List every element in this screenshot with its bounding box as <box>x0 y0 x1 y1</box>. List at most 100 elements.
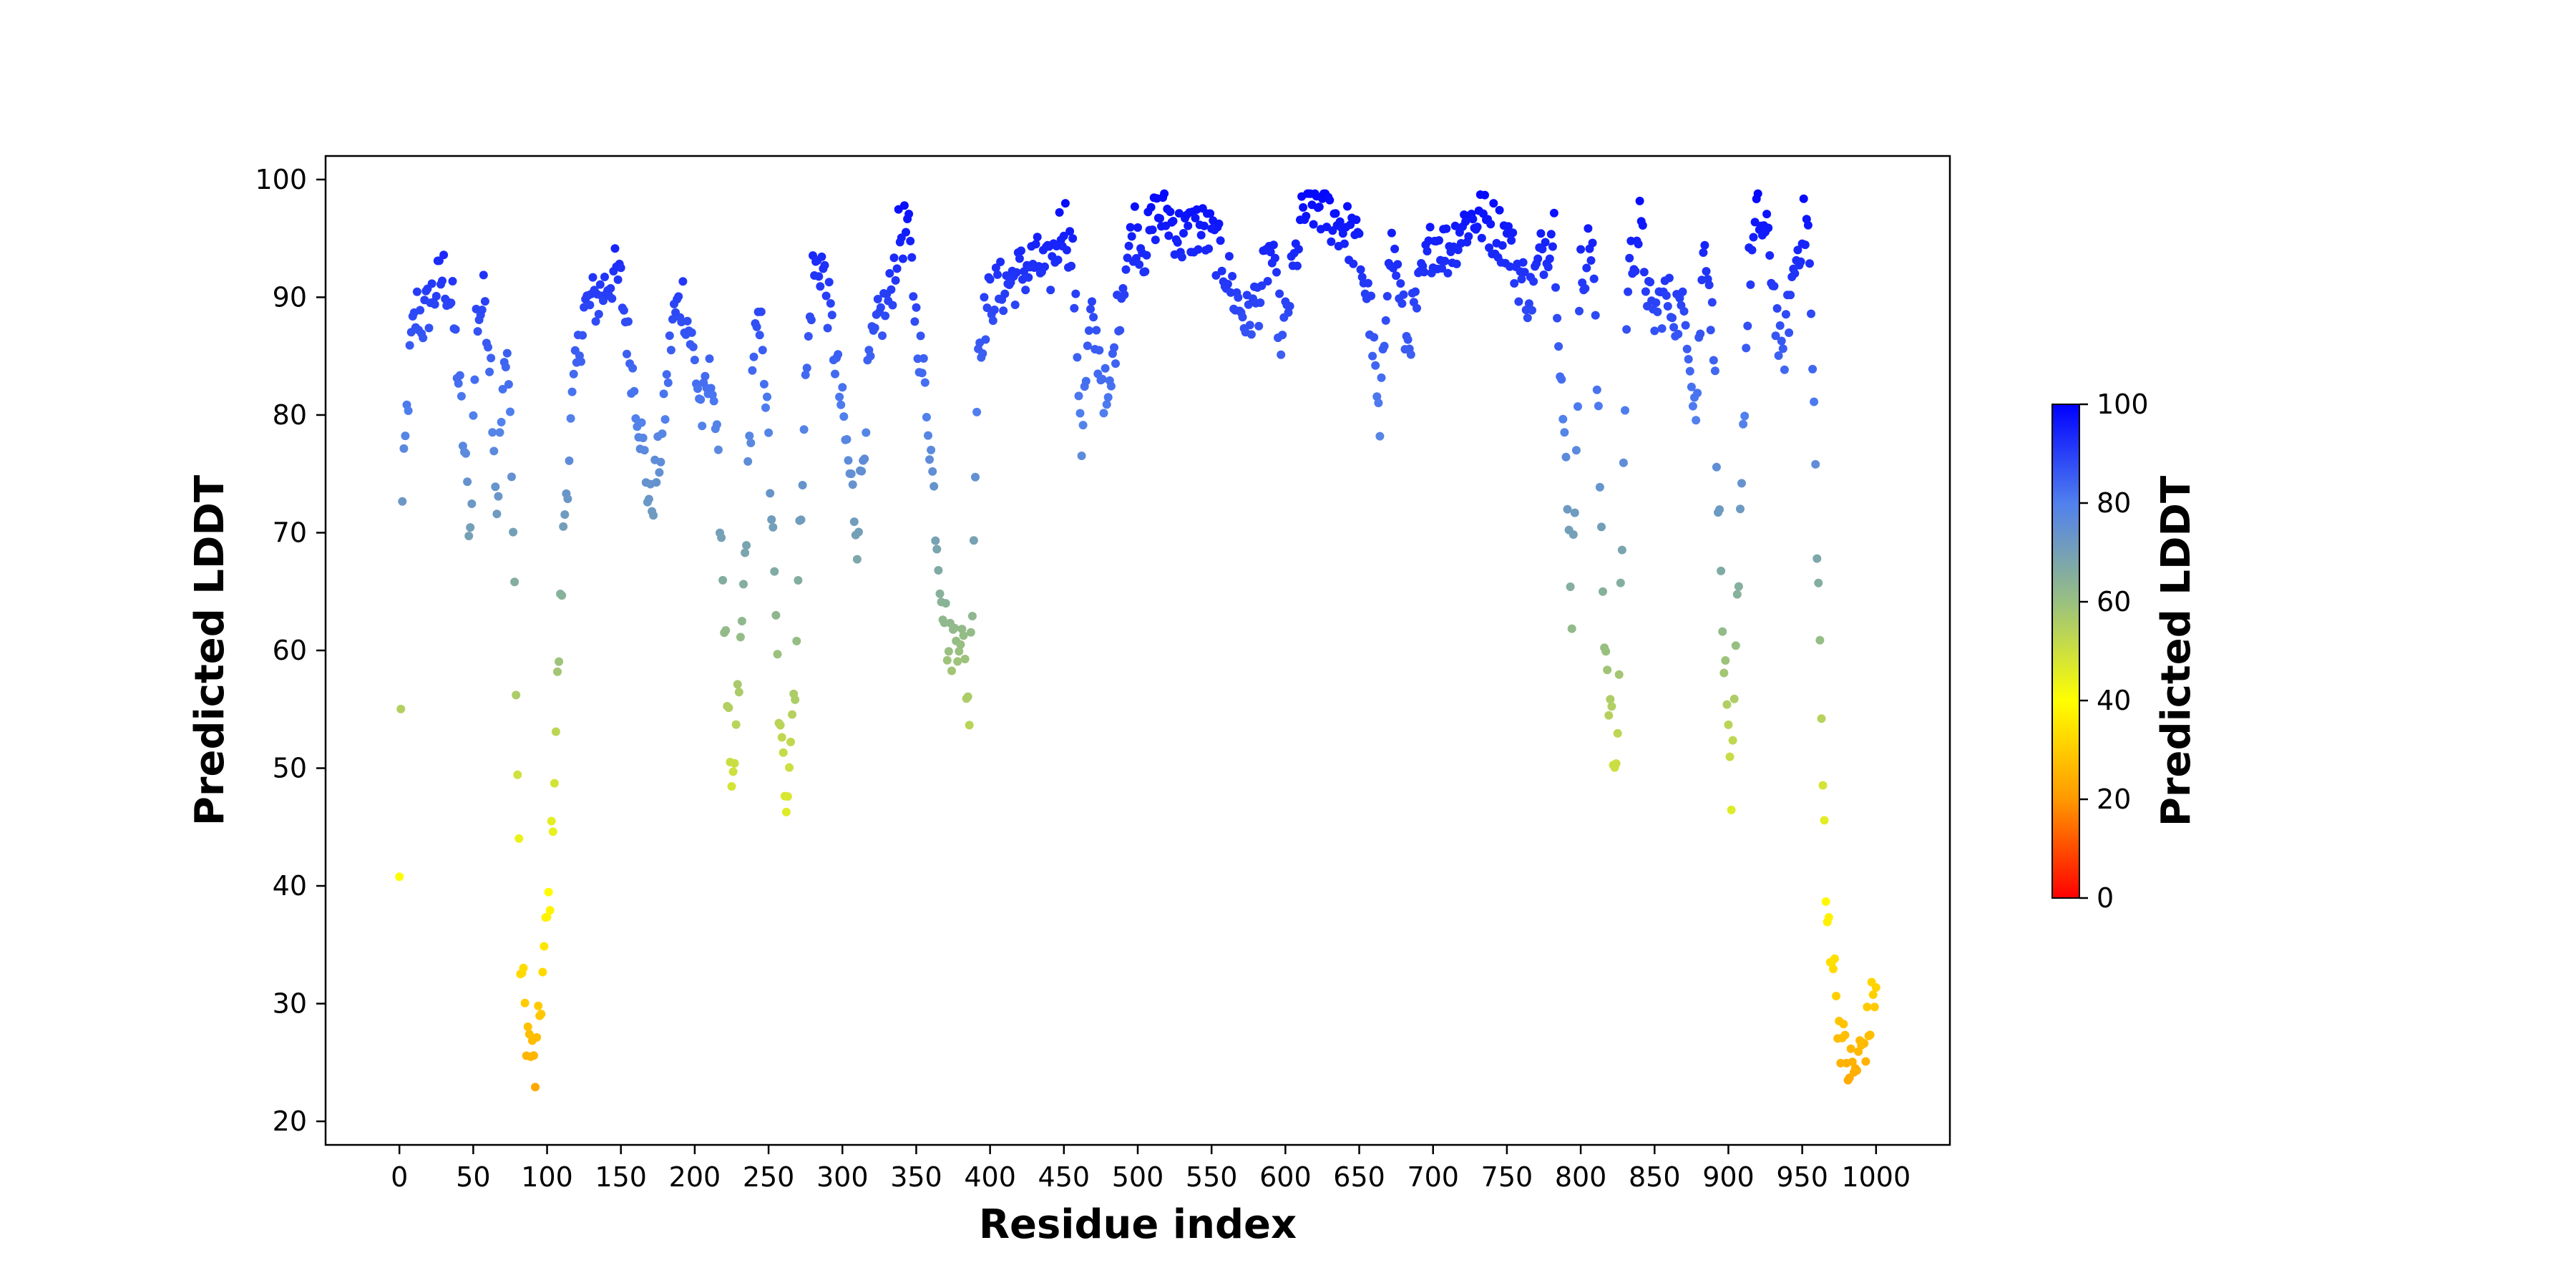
data-point <box>1728 736 1737 745</box>
data-point <box>794 576 803 585</box>
data-point <box>1702 267 1711 276</box>
data-point <box>981 335 990 344</box>
data-point <box>1098 374 1107 384</box>
data-point <box>1461 217 1470 226</box>
data-point <box>1848 1058 1857 1066</box>
data-point <box>1382 292 1392 301</box>
data-point <box>1731 641 1740 650</box>
data-point <box>447 298 456 308</box>
data-point <box>1563 504 1572 514</box>
data-point <box>1278 331 1287 340</box>
data-point <box>1793 245 1802 255</box>
data-point <box>727 782 736 791</box>
data-point <box>658 429 667 439</box>
data-point <box>1381 316 1390 325</box>
data-point <box>600 273 609 281</box>
data-point <box>687 328 696 337</box>
data-point <box>1196 230 1206 240</box>
data-point <box>1739 419 1748 429</box>
data-point <box>1715 505 1724 514</box>
data-point <box>1807 309 1815 318</box>
data-point <box>623 349 631 358</box>
data-point <box>1575 306 1584 316</box>
data-point <box>1135 260 1144 269</box>
data-point <box>917 369 927 378</box>
data-point <box>1403 335 1413 344</box>
data-point <box>1059 231 1068 240</box>
data-point <box>1821 897 1830 906</box>
data-point <box>792 636 801 645</box>
data-point <box>555 657 564 666</box>
data-point <box>1084 326 1093 335</box>
data-point <box>824 278 834 287</box>
data-point <box>1510 279 1519 288</box>
data-point <box>817 252 826 261</box>
data-point <box>1504 222 1513 231</box>
data-point <box>835 392 844 401</box>
data-point <box>1380 341 1389 351</box>
data-point <box>1613 728 1622 738</box>
data-point <box>1453 245 1463 255</box>
data-point <box>1151 235 1160 245</box>
data-point <box>814 272 824 281</box>
data-point <box>737 617 746 625</box>
data-point <box>395 872 404 882</box>
data-point <box>566 414 575 423</box>
data-point <box>1074 391 1083 401</box>
data-point <box>1810 397 1819 406</box>
data-point <box>431 291 441 301</box>
x-tick-label: 900 <box>1702 1161 1755 1193</box>
data-point <box>1393 260 1402 269</box>
data-point <box>1548 242 1557 251</box>
data-point <box>1133 223 1142 232</box>
data-point <box>798 481 807 489</box>
data-point <box>755 331 764 340</box>
data-point <box>902 228 910 237</box>
data-point <box>847 469 856 479</box>
data-point <box>1040 262 1049 271</box>
x-tick-label: 950 <box>1776 1161 1828 1193</box>
data-point <box>1639 268 1649 277</box>
data-point <box>1571 446 1581 455</box>
data-point <box>551 727 560 736</box>
data-point <box>1033 233 1042 242</box>
data-point <box>1777 336 1786 346</box>
data-point <box>966 628 975 637</box>
x-tick-label: 550 <box>1186 1161 1238 1193</box>
data-point <box>1814 578 1823 587</box>
data-point <box>1065 227 1075 236</box>
data-point <box>1507 236 1516 245</box>
data-point <box>1442 224 1451 233</box>
data-point <box>907 253 917 262</box>
data-point <box>1078 421 1088 430</box>
data-point <box>957 625 967 634</box>
data-point <box>1234 293 1243 302</box>
data-point <box>802 364 811 373</box>
data-point <box>666 346 675 355</box>
data-point <box>1594 401 1603 411</box>
data-point <box>912 303 921 312</box>
data-point <box>1245 321 1254 330</box>
data-point <box>652 478 661 487</box>
data-point <box>1836 1058 1845 1068</box>
data-point <box>806 316 816 325</box>
data-point <box>540 942 549 951</box>
data-point <box>1355 229 1364 238</box>
data-point <box>1495 205 1504 215</box>
data-point <box>1191 213 1200 223</box>
data-point <box>1184 221 1193 230</box>
data-point <box>1722 700 1732 709</box>
data-point <box>820 260 829 270</box>
data-point <box>1523 313 1532 323</box>
data-point <box>463 477 472 487</box>
data-point <box>960 655 970 663</box>
data-point <box>1012 268 1021 277</box>
data-point <box>1130 202 1139 211</box>
data-point <box>690 356 699 365</box>
y-axis: 20 30 40 50 60 70 80 90 100 <box>255 164 326 1137</box>
data-point <box>1101 364 1110 373</box>
data-point <box>1786 291 1795 300</box>
data-point <box>577 357 585 366</box>
data-point <box>1617 545 1626 555</box>
